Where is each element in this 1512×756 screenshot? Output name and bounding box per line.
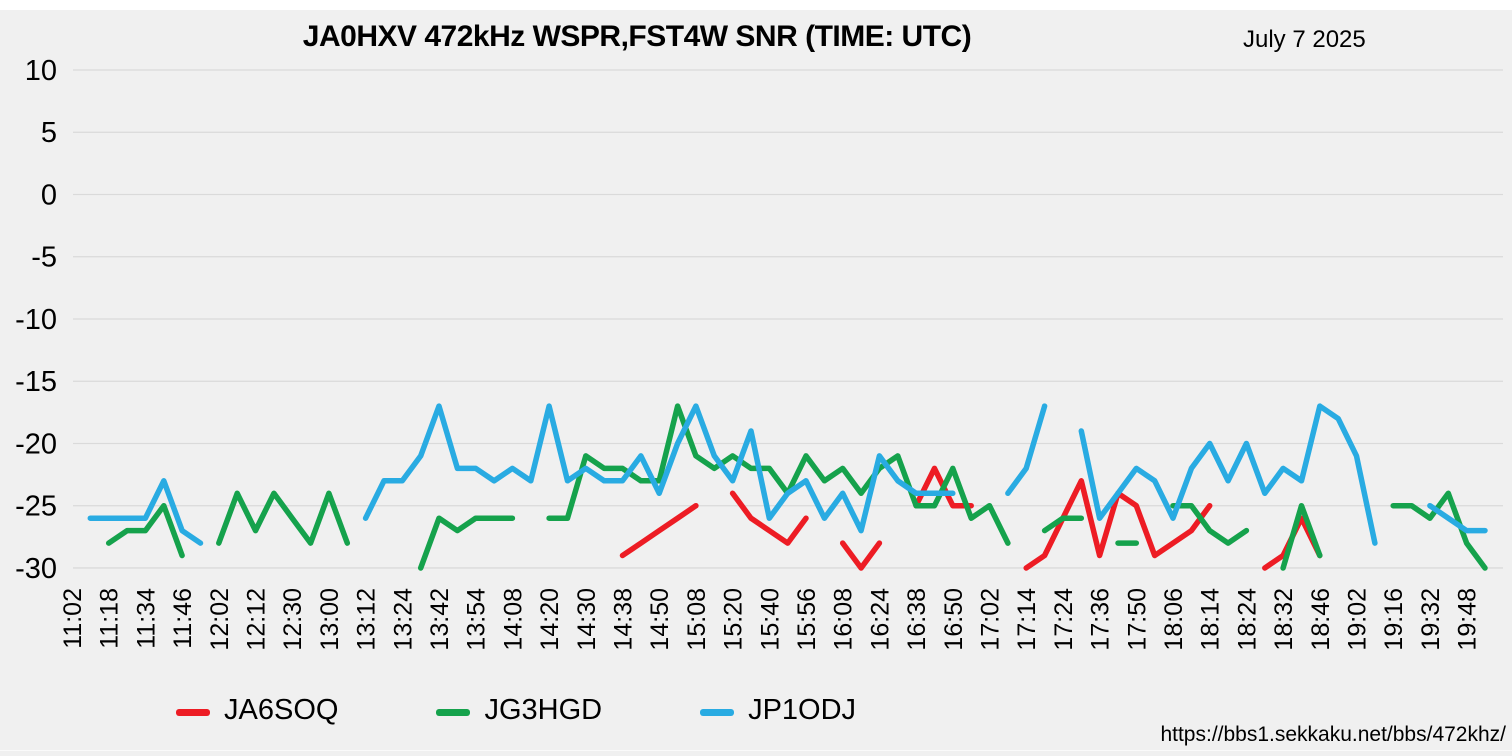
svg-text:19:32: 19:32 (1417, 588, 1445, 651)
legend-item-jp1odj: JP1ODJ (700, 694, 856, 727)
chart-legend: JA6SOQ JG3HGD JP1ODJ (176, 694, 856, 727)
jp1odj-color-swatch (700, 708, 735, 716)
svg-text:-25: -25 (15, 491, 57, 523)
svg-text:18:06: 18:06 (1160, 588, 1188, 651)
svg-text:17:36: 17:36 (1087, 588, 1115, 651)
svg-text:-5: -5 (31, 242, 57, 274)
legend-label-jp1odj: JP1ODJ (748, 694, 857, 726)
source-url: https://bbs1.sekkaku.net/bbs/472khz/ (1160, 723, 1506, 746)
svg-text:13:12: 13:12 (353, 588, 381, 651)
svg-text:19:16: 19:16 (1380, 588, 1408, 651)
svg-text:-30: -30 (15, 553, 57, 585)
jg3hgd-color-swatch (436, 708, 471, 716)
svg-text:13:42: 13:42 (426, 588, 454, 651)
chart-date: July 7 2025 (1243, 26, 1366, 53)
svg-text:14:08: 14:08 (499, 588, 527, 651)
svg-text:14:38: 14:38 (610, 588, 638, 651)
svg-text:14:50: 14:50 (646, 588, 674, 651)
svg-text:11:18: 11:18 (96, 588, 124, 649)
svg-text:17:50: 17:50 (1123, 588, 1151, 651)
svg-text:18:32: 18:32 (1270, 588, 1298, 651)
svg-text:12:30: 12:30 (279, 588, 307, 651)
legend-label-jg3hgd: JG3HGD (484, 694, 603, 726)
svg-text:13:24: 13:24 (389, 588, 417, 651)
legend-item-ja6soq: JA6SOQ (176, 694, 338, 727)
svg-text:15:56: 15:56 (793, 588, 821, 651)
svg-text:16:08: 16:08 (830, 588, 858, 651)
svg-text:12:12: 12:12 (243, 588, 271, 651)
svg-text:16:24: 16:24 (866, 588, 894, 651)
svg-text:15:08: 15:08 (683, 588, 711, 651)
svg-text:10: 10 (25, 55, 57, 87)
svg-text:19:02: 19:02 (1344, 588, 1372, 651)
legend-item-jg3hgd: JG3HGD (436, 694, 602, 727)
bottom-margin-strip (0, 750, 1512, 751)
svg-text:-20: -20 (15, 428, 57, 460)
svg-text:17:14: 17:14 (1013, 588, 1041, 651)
svg-text:12:02: 12:02 (206, 588, 234, 651)
svg-text:0: 0 (41, 179, 57, 211)
svg-text:14:30: 14:30 (573, 588, 601, 651)
svg-text:18:46: 18:46 (1307, 588, 1335, 651)
svg-text:15:40: 15:40 (756, 588, 784, 651)
svg-text:-15: -15 (15, 366, 57, 398)
svg-text:16:38: 16:38 (903, 588, 931, 651)
top-margin-strip (0, 0, 1512, 10)
svg-text:18:24: 18:24 (1233, 588, 1261, 651)
ja6soq-color-swatch (176, 708, 210, 716)
svg-text:16:50: 16:50 (940, 588, 968, 651)
chart-title: JA0HXV 472kHz WSPR,FST4W SNR (TIME: UTC) (302, 20, 972, 53)
svg-text:19:48: 19:48 (1454, 588, 1482, 651)
svg-text:13:00: 13:00 (316, 588, 344, 651)
legend-label-ja6soq: JA6SOQ (224, 694, 339, 726)
svg-text:17:02: 17:02 (977, 588, 1005, 651)
svg-text:11:02: 11:02 (59, 588, 87, 649)
svg-text:17:24: 17:24 (1050, 588, 1078, 651)
svg-text:11:34: 11:34 (132, 588, 160, 649)
svg-text:-10: -10 (15, 304, 57, 336)
svg-text:11:46: 11:46 (169, 588, 197, 649)
svg-text:14:20: 14:20 (536, 588, 564, 651)
svg-text:18:14: 18:14 (1197, 588, 1225, 651)
svg-text:15:20: 15:20 (720, 588, 748, 651)
svg-text:13:54: 13:54 (463, 588, 491, 651)
svg-text:5: 5 (41, 117, 57, 149)
